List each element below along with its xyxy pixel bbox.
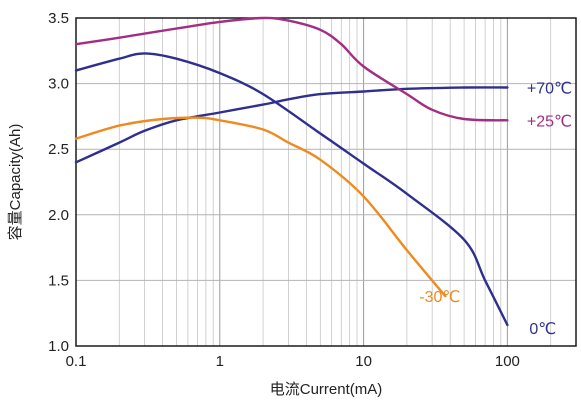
series-labels: +70℃ +25℃ 0℃ -30℃ — [419, 81, 572, 338]
series-line-minus-30c — [74, 116, 447, 298]
y-tick-label: 2.5 — [48, 141, 69, 158]
series-line-plusminus-25c — [74, 16, 509, 122]
x-tick-label: 0.1 — [66, 353, 87, 370]
y-tick-label: 3.5 — [48, 10, 69, 27]
plot-frame — [75, 17, 577, 347]
y-axis-title: 容量Capacity(Ah) — [7, 124, 24, 241]
y-tick-label: 1.5 — [48, 272, 69, 289]
series-label-minus-30c: -30℃ — [419, 289, 460, 306]
series-lines — [74, 16, 509, 327]
series-line-plusminus-70c — [74, 86, 509, 164]
y-tick-label: 1.0 — [48, 338, 69, 355]
series-label-0c: 0℃ — [529, 321, 556, 338]
series-line-0c — [74, 52, 509, 327]
grid — [75, 17, 577, 347]
x-axis-title: 电流Current(mA) — [270, 381, 383, 398]
x-tick-label: 1 — [216, 353, 224, 370]
series-label-plusminus-70c: +70℃ — [527, 81, 572, 98]
series-label-plusminus-25c: +25℃ — [527, 113, 572, 130]
y-tick-label: 2.0 — [48, 207, 69, 224]
y-tick-label: 3.0 — [48, 76, 69, 93]
axis-ticks: 0.1 1 10 100 1.0 1.5 2.0 2.5 3.0 3.5 — [48, 10, 520, 370]
x-tick-label: 100 — [495, 353, 520, 370]
x-tick-label: 10 — [355, 353, 372, 370]
